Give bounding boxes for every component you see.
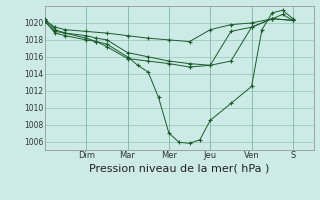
X-axis label: Pression niveau de la mer( hPa ): Pression niveau de la mer( hPa ) (89, 163, 269, 173)
